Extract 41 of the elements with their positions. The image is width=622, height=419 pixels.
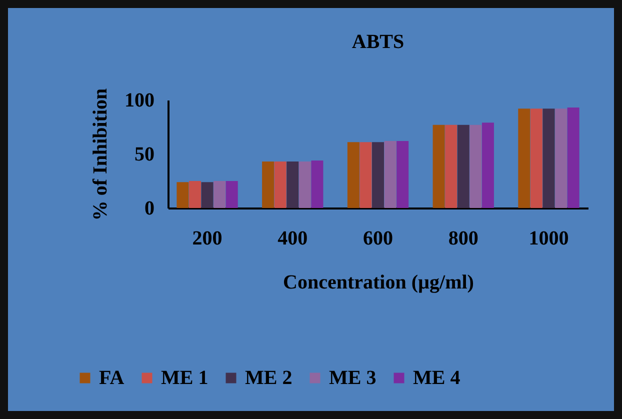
- bar: [262, 162, 274, 208]
- bar: [470, 124, 482, 208]
- bar: [530, 108, 542, 208]
- y-axis-title: % of Inhibition: [90, 88, 112, 221]
- bar: [214, 181, 226, 208]
- bar: [396, 141, 409, 208]
- bar: [360, 142, 372, 208]
- x-tick-label: 600: [363, 228, 393, 250]
- y-tick-label: 0: [144, 198, 154, 220]
- bar: [457, 124, 470, 208]
- bar: [384, 141, 396, 208]
- y-tick-label: 100: [124, 90, 154, 112]
- bar: [176, 182, 189, 208]
- x-tick-label: 400: [278, 228, 308, 250]
- legend-label: ME 2: [245, 367, 292, 389]
- bar: [347, 142, 360, 208]
- x-axis-title: Concentration (µg/ml): [283, 272, 474, 294]
- chart-title: ABTS: [352, 30, 404, 53]
- bar: [482, 122, 494, 208]
- legend-label: ME 4: [413, 367, 460, 389]
- bar: [298, 162, 311, 208]
- legend-label: FA: [99, 367, 125, 389]
- bar: [567, 108, 580, 208]
- bar: [226, 181, 238, 208]
- bar: [432, 124, 445, 208]
- legend-label: ME 3: [329, 367, 376, 389]
- bar: [445, 124, 458, 208]
- bar: [555, 108, 568, 208]
- bar: [542, 108, 555, 208]
- legend-label: ME 1: [161, 367, 208, 389]
- bar: [311, 160, 324, 208]
- bar: [188, 181, 201, 208]
- bar: [372, 142, 384, 208]
- bar: [201, 182, 214, 208]
- x-tick-label: 1000: [528, 228, 569, 250]
- bar: [274, 162, 286, 208]
- bar: [286, 162, 299, 208]
- y-tick-label: 50: [134, 144, 154, 166]
- x-tick-label: 200: [192, 228, 222, 250]
- x-tick-label: 800: [448, 228, 478, 250]
- bar: [518, 108, 530, 208]
